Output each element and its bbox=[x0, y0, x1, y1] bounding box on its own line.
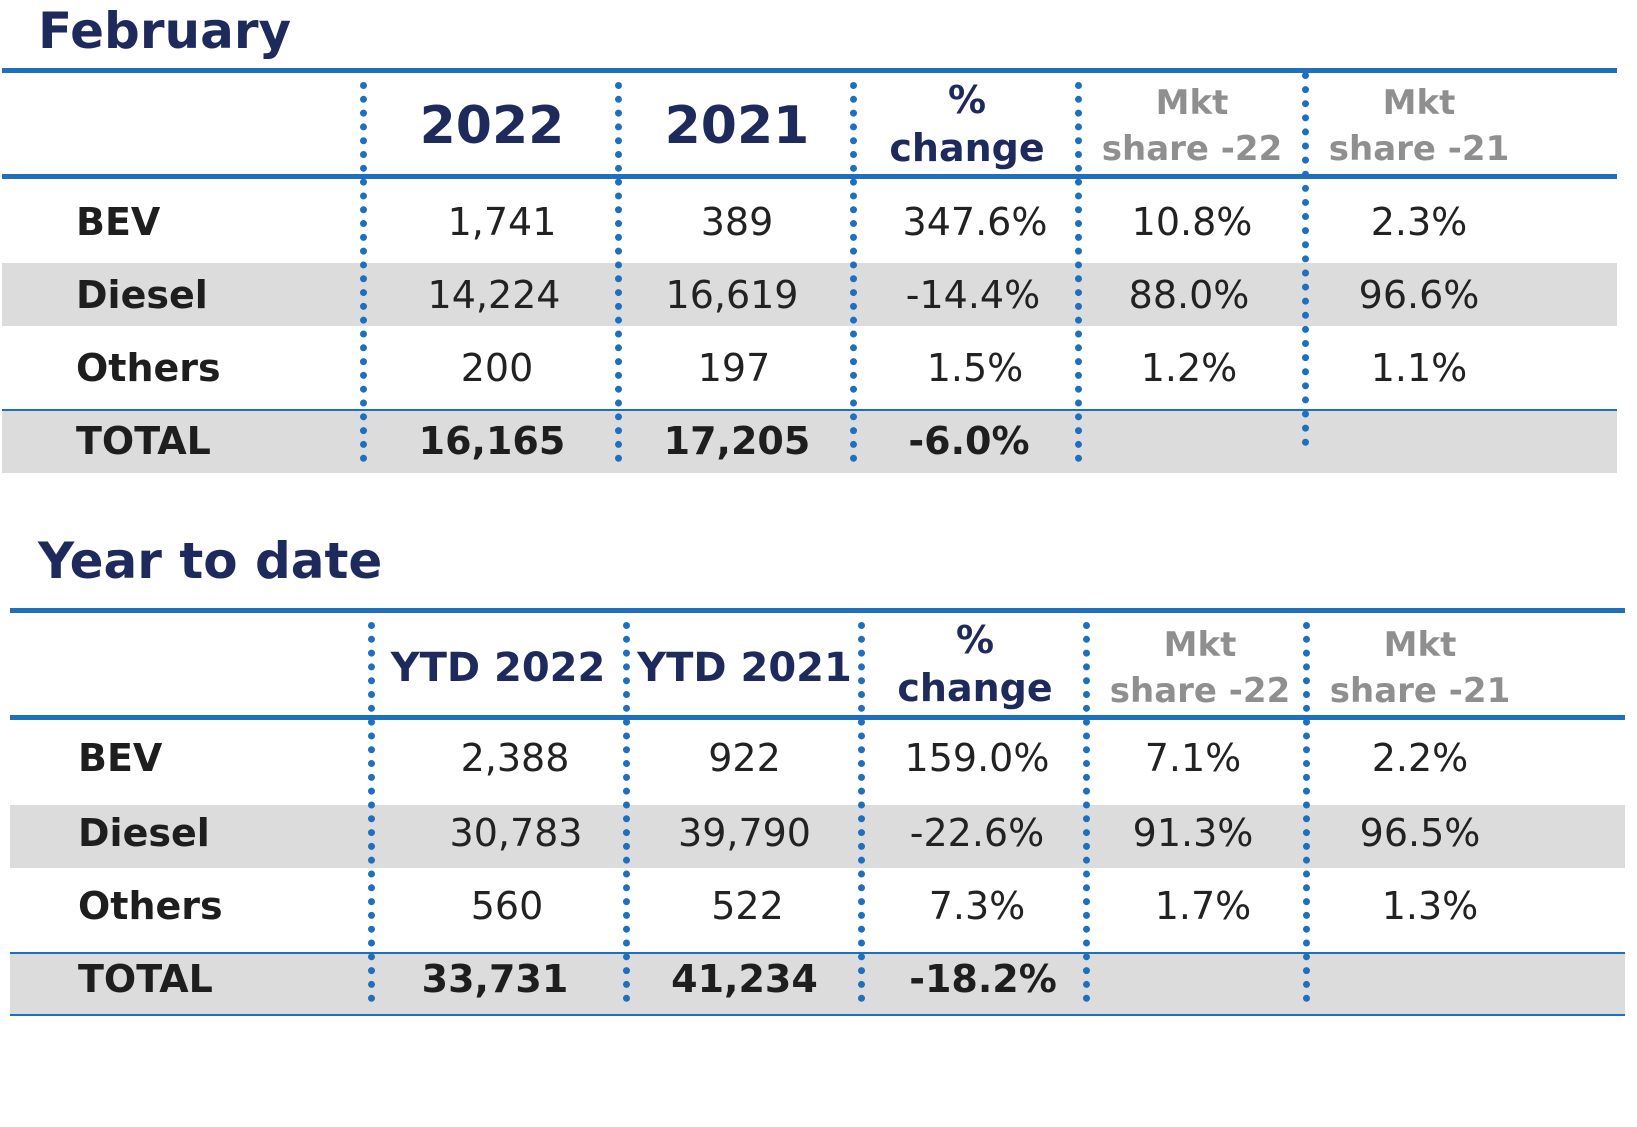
table-cell: 200 bbox=[460, 346, 534, 390]
column-divider bbox=[858, 622, 875, 1002]
column-divider bbox=[850, 82, 867, 462]
header-2021: 2021 bbox=[664, 96, 810, 156]
table-cell: 2.3% bbox=[1370, 200, 1468, 244]
table-cell: 2,388 bbox=[460, 736, 570, 780]
table-cell: 14,224 bbox=[427, 273, 561, 317]
table-cell: 389 bbox=[700, 200, 774, 244]
header-mkt-share-21: Mkt share -21 bbox=[1315, 622, 1525, 714]
header-mkt-share-21: Mkt share -21 bbox=[1314, 80, 1524, 172]
total-rule bbox=[10, 952, 1625, 954]
table-cell: 1.7% bbox=[1154, 884, 1252, 928]
header-change-line2: change bbox=[889, 126, 1045, 170]
table-cell: 96.5% bbox=[1359, 811, 1481, 855]
column-divider bbox=[1302, 72, 1319, 446]
column-divider bbox=[360, 82, 377, 462]
table-cell: -22.6% bbox=[909, 811, 1045, 855]
total-cell: 17,205 bbox=[663, 419, 811, 463]
table-cell: 39,790 bbox=[678, 811, 811, 855]
header-2022: 2022 bbox=[419, 96, 565, 156]
february-table: 2022 2021 % change Mkt share -22 Mkt sha… bbox=[2, 68, 1617, 478]
ytd-title: Year to date bbox=[38, 532, 383, 590]
table-cell: 1.2% bbox=[1140, 346, 1238, 390]
table-cell: 91.3% bbox=[1132, 811, 1254, 855]
column-divider bbox=[1303, 622, 1320, 1002]
header-mkt21-line1: Mkt bbox=[1382, 83, 1456, 123]
table-cell: 10.8% bbox=[1131, 200, 1253, 244]
header-rule bbox=[10, 715, 1625, 720]
header-mkt21-line1: Mkt bbox=[1383, 625, 1457, 665]
header-mkt22-line2: share -22 bbox=[1101, 129, 1283, 169]
column-divider bbox=[1083, 622, 1100, 1002]
column-divider bbox=[615, 82, 632, 462]
header-change: % change bbox=[862, 76, 1072, 172]
table-cell: 30,783 bbox=[449, 811, 583, 855]
total-rule bbox=[2, 409, 1617, 411]
total-label: TOTAL bbox=[78, 957, 213, 1001]
table-cell: 1.1% bbox=[1370, 346, 1468, 390]
top-rule bbox=[2, 68, 1617, 73]
header-ytd-2022: YTD 2022 bbox=[390, 645, 606, 691]
header-change-line1: % bbox=[947, 78, 987, 122]
column-divider bbox=[368, 622, 385, 1002]
table-cell: 522 bbox=[711, 884, 784, 928]
header-ytd-2021: YTD 2021 bbox=[637, 645, 852, 691]
table-cell: 7.3% bbox=[928, 884, 1026, 928]
header-mkt-share-22: Mkt share -22 bbox=[1087, 80, 1297, 172]
diesel-row-band bbox=[2, 263, 1617, 326]
header-change-line2: change bbox=[897, 666, 1053, 710]
table-cell: 1.5% bbox=[926, 346, 1024, 390]
total-row-band bbox=[10, 954, 1625, 1016]
table-cell: 7.1% bbox=[1144, 736, 1242, 780]
table-cell: 1.3% bbox=[1381, 884, 1479, 928]
header-mkt22-line1: Mkt bbox=[1155, 83, 1229, 123]
column-divider bbox=[1075, 82, 1092, 462]
row-label: Others bbox=[78, 884, 223, 928]
table-cell: 560 bbox=[470, 884, 544, 928]
row-label: Diesel bbox=[78, 811, 210, 855]
header-change-line1: % bbox=[955, 618, 995, 662]
table-cell: 96.6% bbox=[1358, 273, 1480, 317]
table-cell: 2.2% bbox=[1371, 736, 1469, 780]
header-change: % change bbox=[870, 616, 1080, 712]
bottom-rule bbox=[10, 1014, 1625, 1016]
header-mkt21-line2: share -21 bbox=[1329, 671, 1511, 711]
table-cell: 197 bbox=[697, 346, 771, 390]
row-label: BEV bbox=[78, 736, 163, 780]
total-cell: -18.2% bbox=[909, 957, 1057, 1001]
header-mkt21-line2: share -21 bbox=[1328, 129, 1510, 169]
top-rule bbox=[10, 608, 1625, 613]
total-cell: 41,234 bbox=[671, 957, 818, 1001]
table-cell: 922 bbox=[708, 736, 781, 780]
table-cell: -14.4% bbox=[905, 273, 1041, 317]
february-title: February bbox=[38, 2, 292, 60]
header-mkt22-line2: share -22 bbox=[1109, 671, 1291, 711]
total-label: TOTAL bbox=[76, 419, 211, 463]
header-mkt22-line1: Mkt bbox=[1163, 625, 1237, 665]
table-cell: 159.0% bbox=[904, 736, 1050, 780]
column-divider bbox=[623, 622, 640, 1002]
row-label: Diesel bbox=[76, 273, 208, 317]
table-cell: 16,619 bbox=[665, 273, 799, 317]
total-cell: 33,731 bbox=[421, 957, 569, 1001]
table-cell: 88.0% bbox=[1128, 273, 1250, 317]
row-label: Others bbox=[76, 346, 221, 390]
row-label: BEV bbox=[76, 200, 161, 244]
ytd-table: YTD 2022 YTD 2021 % change Mkt share -22… bbox=[10, 608, 1625, 1023]
diesel-row-band bbox=[10, 805, 1625, 868]
total-row-band bbox=[2, 411, 1617, 473]
table-cell: 347.6% bbox=[902, 200, 1048, 244]
header-rule bbox=[2, 174, 1617, 179]
table-cell: 1,741 bbox=[447, 200, 557, 244]
total-cell: 16,165 bbox=[418, 419, 566, 463]
header-mkt-share-22: Mkt share -22 bbox=[1095, 622, 1305, 714]
total-cell: -6.0% bbox=[908, 419, 1030, 463]
